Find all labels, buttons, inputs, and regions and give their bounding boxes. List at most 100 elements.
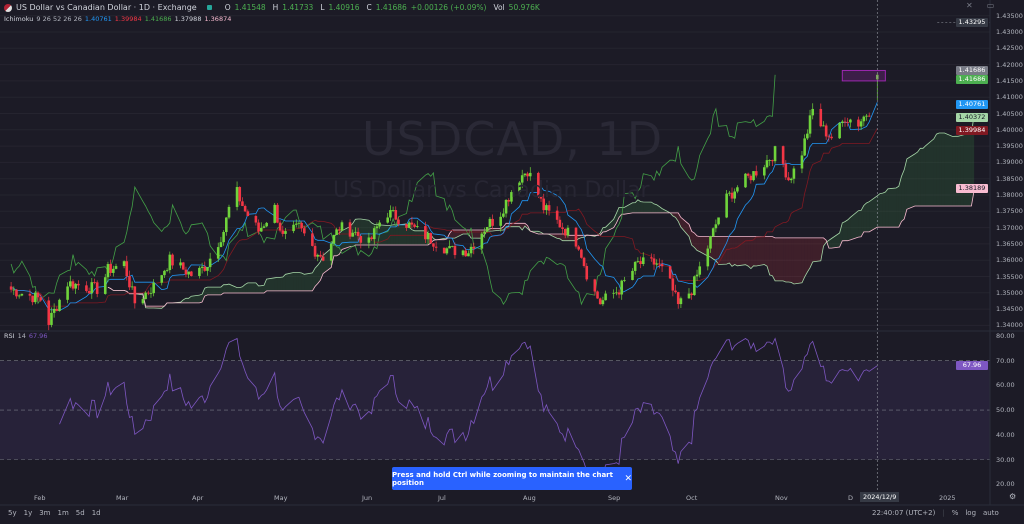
candle	[467, 250, 470, 257]
candle-body	[335, 229, 338, 235]
range-1y[interactable]: 1y	[23, 509, 33, 517]
maximize-icon[interactable]: ▭	[986, 1, 995, 10]
clock[interactable]: 22:40:07 (UTC+2)	[872, 509, 936, 517]
candle	[181, 261, 185, 270]
cloud-segment	[898, 176, 902, 228]
candle-body	[319, 254, 322, 257]
candle-body	[639, 261, 642, 265]
percent-toggle[interactable]: %	[951, 509, 959, 517]
candle-body	[467, 253, 470, 257]
cloud-segment	[839, 222, 843, 247]
symbol-title[interactable]: US Dollar vs Canadian Dollar · 1D · Exch…	[16, 3, 197, 12]
cloud-segment	[317, 261, 321, 284]
auto-toggle[interactable]: auto	[983, 509, 999, 517]
candle-body	[660, 264, 664, 267]
range-1d[interactable]: 1d	[91, 509, 101, 517]
candle	[676, 291, 680, 309]
collapse-icon[interactable]: ✕	[966, 1, 973, 10]
cloud-segment	[812, 237, 821, 262]
candle	[806, 129, 809, 141]
candle-body	[391, 210, 395, 211]
range-5y[interactable]: 5y	[8, 509, 17, 517]
price-tick-label: 1.39000	[996, 158, 1023, 167]
ichimoku-legend[interactable]: Ichimoku 9 26 52 26 26 1.40761 1.39984 1…	[4, 15, 231, 23]
cloud-segment	[185, 298, 189, 303]
candle	[434, 241, 438, 252]
candle-body	[695, 274, 699, 277]
candle	[410, 216, 414, 229]
candle-body	[448, 246, 451, 249]
candle-body	[671, 278, 675, 291]
cloud-segment	[697, 235, 700, 252]
cloud-segment	[355, 219, 359, 245]
cloud-segment	[312, 268, 316, 291]
candle	[34, 290, 37, 305]
range-3m[interactable]: 3m	[39, 509, 51, 517]
candle-body	[547, 205, 551, 211]
candle	[574, 226, 578, 249]
candle-body	[542, 198, 546, 211]
candle-body	[47, 300, 51, 325]
toast-message: Press and hold Ctrl while zooming to mai…	[392, 470, 613, 487]
candle-body	[636, 261, 640, 262]
close-icon[interactable]: ✕	[624, 473, 632, 484]
cloud-segment	[565, 234, 568, 241]
range-5d[interactable]: 5d	[75, 509, 85, 517]
candle	[671, 274, 675, 297]
candle	[297, 221, 301, 229]
candle	[187, 271, 190, 279]
price-tag: 1.38189	[956, 184, 988, 194]
rsi-legend[interactable]: RSI 14 67.96	[4, 332, 47, 340]
chikou-line	[10, 74, 776, 306]
candle	[808, 109, 812, 138]
cloud-segment	[729, 236, 733, 267]
candle	[636, 257, 640, 264]
candle	[141, 297, 145, 305]
candle-body	[612, 292, 615, 294]
candle	[206, 267, 209, 276]
candle-body	[68, 281, 72, 287]
candle-body	[20, 293, 24, 296]
candle-body	[717, 217, 720, 225]
cloud-segment	[944, 132, 953, 206]
rsi-tick-label: 20.00	[996, 480, 1015, 489]
cloud-segment	[793, 237, 802, 284]
symbol-header[interactable]: US Dollar vs Canadian Dollar · 1D · Exch…	[4, 3, 540, 12]
range-1m[interactable]: 1m	[57, 509, 69, 517]
candle-body	[429, 233, 433, 244]
candle-body	[203, 266, 207, 271]
candle	[768, 159, 771, 166]
cloud-segment	[293, 272, 297, 291]
cloud-segment	[223, 284, 227, 293]
candle-body	[378, 222, 381, 227]
candle	[787, 172, 790, 182]
open-label: O	[224, 3, 231, 12]
candle-body	[36, 292, 40, 298]
candle-body	[736, 187, 739, 192]
candles[interactable]	[9, 73, 879, 331]
candle	[125, 255, 129, 281]
cloud-segment	[245, 282, 248, 293]
tenkan-value: 1.40761	[84, 15, 112, 23]
candle	[841, 119, 844, 127]
candle	[335, 227, 338, 235]
candle-body	[426, 233, 430, 240]
candle	[518, 181, 521, 194]
candle	[311, 228, 314, 247]
watermark-symbol: USDCAD, 1D	[362, 112, 664, 166]
candle-body	[171, 254, 174, 266]
log-toggle[interactable]: log	[965, 509, 977, 517]
candle-body	[95, 282, 99, 294]
cloud-segment	[263, 279, 267, 293]
candle	[485, 226, 489, 233]
candle-body	[227, 206, 231, 218]
candle-body	[461, 250, 465, 256]
cloud-segment	[296, 272, 299, 291]
cloud-segment	[148, 306, 151, 308]
candle	[429, 232, 433, 245]
candle-body	[128, 276, 131, 288]
candle-body	[789, 178, 793, 181]
settings-gear-icon[interactable]: ⚙	[1009, 492, 1017, 501]
cloud-segment	[688, 224, 692, 246]
